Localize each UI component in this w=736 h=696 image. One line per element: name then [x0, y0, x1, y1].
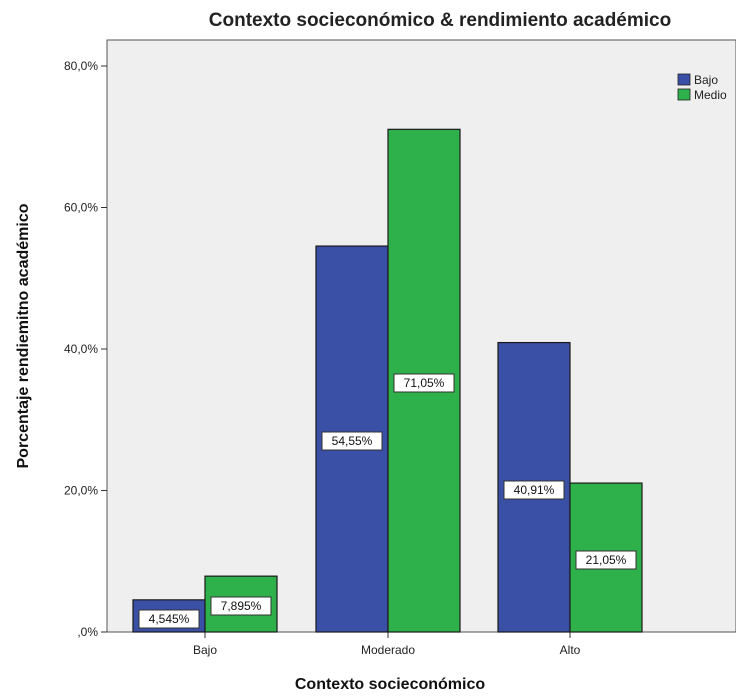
data-label-text: 4,545% [149, 612, 190, 626]
legend-swatch-medio [677, 88, 691, 101]
legend-label-bajo: Bajo [694, 73, 718, 87]
data-label-box [138, 609, 200, 629]
data-label-text: 7,895% [221, 599, 262, 613]
y-axis: ,0% 20,0% 40,0% 60,0% 80,0% [64, 59, 107, 639]
y-tick-label: 80,0% [64, 59, 98, 73]
legend-swatch-bajo [677, 73, 691, 86]
data-label-text: 21,05% [586, 553, 627, 567]
data-label: 7,895% [210, 596, 272, 616]
x-axis-title: Contexto socieconómico [295, 676, 485, 693]
legend-label-medio: Medio [694, 88, 727, 102]
data-label-box [321, 431, 383, 451]
data-label-box [210, 596, 272, 616]
x-tick-label: Moderado [361, 643, 415, 657]
x-tick-label: Alto [560, 643, 581, 657]
y-tick-label: 40,0% [64, 342, 98, 356]
y-tick-label: 20,0% [64, 484, 98, 498]
data-label-text: 40,91% [514, 483, 555, 497]
y-tick-label: 60,0% [64, 201, 98, 215]
data-label-box [393, 373, 455, 393]
data-label: 71,05% [393, 373, 455, 393]
data-label: 21,05% [575, 550, 637, 570]
data-label: 54,55% [321, 431, 383, 451]
x-axis: Bajo Moderado Alto [193, 632, 581, 657]
data-label-text: 71,05% [404, 376, 445, 390]
y-tick-label: ,0% [77, 625, 98, 639]
y-axis-title: Porcentaje rendiemitno académico [15, 203, 32, 468]
x-tick-label: Bajo [193, 643, 217, 657]
data-labels-group: 4,545% 7,895% 54,55% 71,05% 40,91% 21,05% [138, 373, 637, 629]
chart-title: Contexto socieconómico & rendimiento aca… [209, 10, 671, 31]
data-label-box [503, 480, 565, 500]
data-label: 4,545% [138, 609, 200, 629]
data-label: 40,91% [503, 480, 565, 500]
data-label-box [575, 550, 637, 570]
data-label-text: 54,55% [332, 434, 373, 448]
